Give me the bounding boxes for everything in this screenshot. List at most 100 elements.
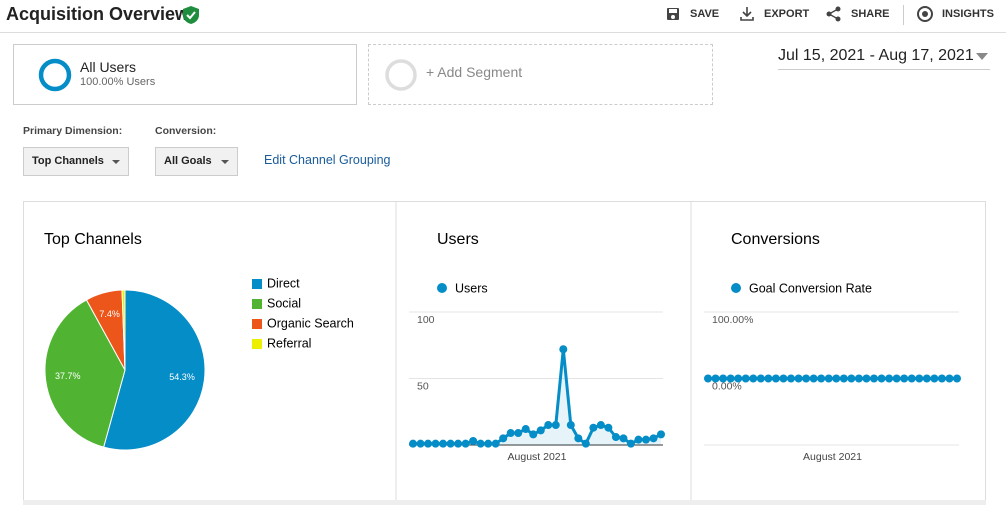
- point: [907, 374, 916, 383]
- point: [499, 434, 508, 443]
- chart-title: Users: [437, 231, 479, 248]
- point: [794, 374, 803, 383]
- point: [953, 374, 961, 383]
- point: [634, 435, 643, 444]
- share-icon[interactable]: [826, 6, 842, 22]
- slice-label: 37.7%: [55, 371, 81, 381]
- legend-label: Goal Conversion Rate: [749, 281, 872, 295]
- segment-name: All Users: [80, 59, 137, 75]
- point: [446, 439, 455, 448]
- point: [726, 374, 735, 383]
- y-tick-label: 50: [417, 380, 429, 392]
- point: [839, 374, 848, 383]
- export-button[interactable]: EXPORT: [764, 8, 810, 20]
- point: [611, 433, 620, 442]
- point: [900, 374, 909, 383]
- point: [877, 374, 886, 383]
- point: [416, 439, 425, 448]
- page-title: Acquisition Overview: [6, 4, 190, 24]
- point: [787, 374, 795, 383]
- point: [581, 439, 590, 448]
- point: [824, 374, 833, 383]
- point: [424, 439, 433, 448]
- point: [461, 439, 470, 448]
- point: [915, 374, 924, 383]
- point: [469, 437, 478, 446]
- chart-title: Conversions: [731, 231, 820, 248]
- legend-label: Users: [455, 281, 488, 295]
- insights-button[interactable]: INSIGHTS: [942, 8, 994, 20]
- x-axis-label: August 2021: [508, 451, 567, 463]
- conversion-label: Conversion:: [155, 125, 217, 137]
- export-icon[interactable]: [739, 6, 755, 22]
- point: [704, 374, 712, 383]
- point: [559, 345, 568, 354]
- point: [439, 439, 448, 448]
- point: [734, 374, 743, 383]
- point: [596, 421, 605, 430]
- date-caret[interactable]: [976, 53, 988, 61]
- legend-marker: [731, 283, 741, 293]
- point: [779, 374, 788, 383]
- point: [521, 425, 530, 434]
- save-button[interactable]: SAVE: [690, 8, 720, 20]
- legend-label: Social: [267, 296, 301, 310]
- point: [551, 421, 560, 430]
- point: [476, 439, 485, 448]
- point: [809, 374, 818, 383]
- legend-marker: [437, 283, 447, 293]
- legend-label: Direct: [267, 276, 300, 290]
- point: [945, 374, 954, 383]
- point: [454, 439, 463, 448]
- point: [649, 434, 658, 443]
- chart-title: Top Channels: [44, 231, 142, 248]
- point: [862, 374, 871, 383]
- point: [514, 429, 523, 438]
- y-tick-label: 0.00%: [712, 380, 742, 392]
- edit-grouping-link[interactable]: Edit Channel Grouping: [264, 153, 391, 167]
- point: [847, 374, 856, 383]
- share-button[interactable]: SHARE: [851, 8, 890, 20]
- point: [937, 374, 946, 383]
- point: [922, 374, 931, 383]
- date-range[interactable]: Jul 15, 2021 - Aug 17, 2021: [778, 47, 990, 70]
- slice-label: 7.4%: [99, 309, 120, 319]
- point: [711, 374, 720, 383]
- point: [626, 439, 635, 448]
- point: [529, 430, 538, 439]
- point: [657, 430, 665, 439]
- separator: [903, 5, 904, 25]
- legend-swatch: [252, 299, 262, 309]
- add-segment-card[interactable]: [368, 44, 713, 105]
- charts-panel: Top Channels 54.3% Direct 37.7% Social 7.4% Or…: [23, 201, 986, 505]
- point: [854, 374, 863, 383]
- add-segment[interactable]: + Add Segment: [426, 64, 523, 80]
- point: [409, 439, 417, 448]
- legend-label: Referral: [267, 336, 311, 350]
- point: [491, 439, 500, 448]
- point: [566, 421, 575, 430]
- dimension-label: Primary Dimension:: [23, 125, 123, 137]
- slice-label: 54.3%: [169, 372, 195, 382]
- segment-card[interactable]: [13, 44, 357, 105]
- y-tick-label: 100: [417, 314, 435, 326]
- add-segment-ring: [385, 59, 417, 91]
- point: [536, 426, 545, 435]
- save-icon[interactable]: [666, 7, 680, 21]
- legend-swatch: [252, 339, 262, 349]
- point: [756, 374, 765, 383]
- point: [641, 435, 650, 444]
- header: [0, 0, 1006, 33]
- insights-icon[interactable]: [916, 5, 934, 23]
- panel-border: [23, 201, 986, 505]
- segment-detail: 100.00% Users: [80, 76, 156, 88]
- conversion-dropdown[interactable]: All Goals: [155, 147, 238, 176]
- dimension-dropdown[interactable]: Top Channels: [23, 147, 129, 176]
- verified-icon: [183, 6, 199, 24]
- point: [832, 374, 841, 383]
- point: [431, 439, 440, 448]
- point: [719, 374, 728, 383]
- pie-slice: [44, 299, 126, 448]
- point: [870, 374, 878, 383]
